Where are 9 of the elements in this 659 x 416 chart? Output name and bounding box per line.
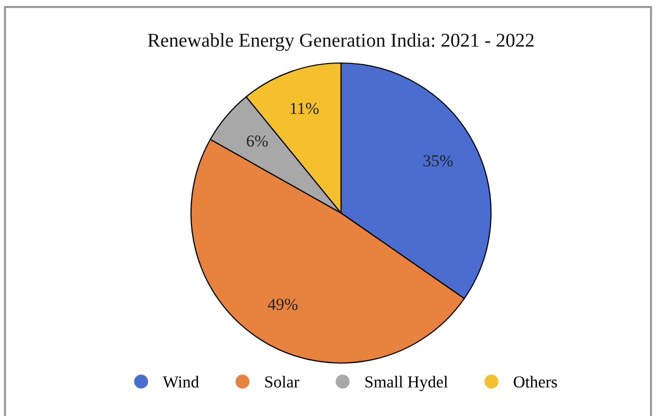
legend-label: Others: [514, 376, 557, 388]
data-label: 49%: [268, 298, 298, 310]
data-label: 35%: [424, 155, 453, 166]
chart-title: Renewable Energy Generation India: 2021 - 2022: [148, 33, 534, 51]
legend-label: Small Hydel: [365, 376, 448, 391]
data-label: 6%: [246, 135, 268, 147]
data-label: 11%: [290, 102, 319, 114]
legend-label: Solar: [265, 376, 300, 388]
legend-label: Wind: [162, 376, 199, 388]
